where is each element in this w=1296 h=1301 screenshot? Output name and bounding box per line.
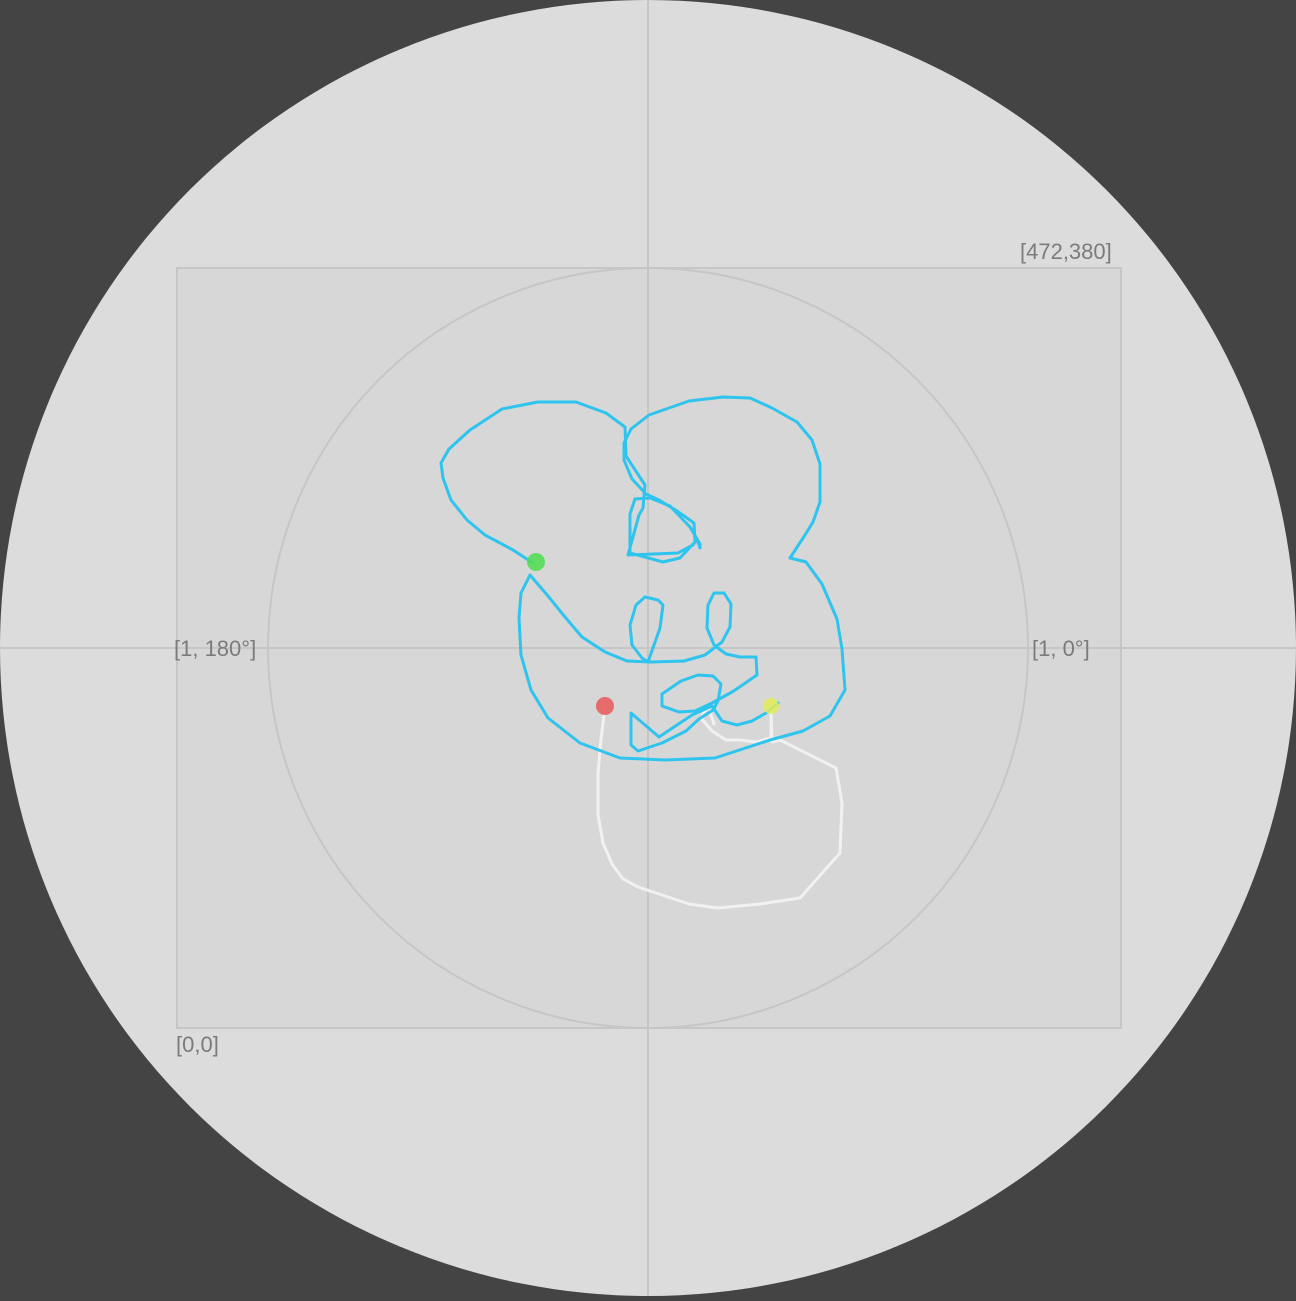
polar-0-label: [1, 0°] [1032,636,1090,661]
polar-180-label: [1, 180°] [174,636,257,661]
current-marker [763,698,779,714]
bounds-max-label: [472,380] [1020,239,1112,264]
ghost-trajectory [596,704,844,910]
bounds-min-label: [0,0] [176,1032,219,1057]
main-trajectory [439,395,847,762]
inner-loop-trajectory [628,595,665,664]
end-marker [596,697,614,715]
start-marker [527,553,545,571]
